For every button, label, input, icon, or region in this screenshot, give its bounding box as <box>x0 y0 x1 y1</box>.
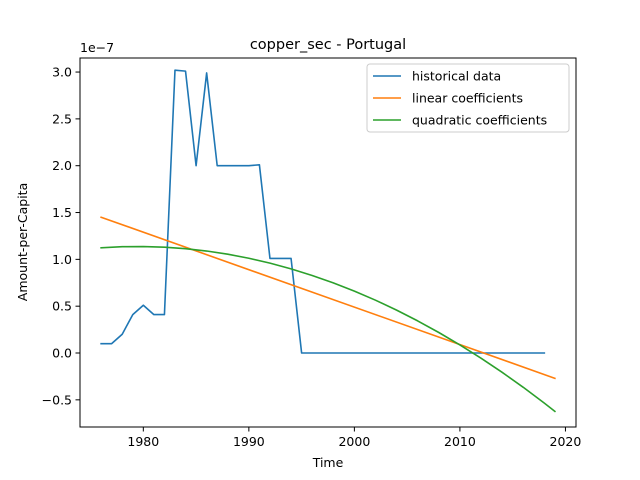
legend: historical data linear coefficients quadra… <box>366 63 570 133</box>
y-tick-label: 1.5 <box>52 205 72 220</box>
plot-area-frame <box>79 57 577 428</box>
y-axis-label: Amount-per-Capita <box>15 183 30 301</box>
y-tick-label: 3.0 <box>52 65 72 80</box>
y-tick-label: 2.5 <box>52 111 72 126</box>
x-axis-label: Time <box>312 455 344 470</box>
x-tick-label: 1990 <box>233 434 265 449</box>
x-tick-label: 2000 <box>338 434 370 449</box>
chart-title: copper_sec - Portugal <box>250 37 406 53</box>
y-scale-label: 1e−7 <box>80 40 114 55</box>
series-line-linear-coefficients <box>100 216 556 380</box>
x-axis-ticks: 1980 1990 2000 2010 2020 <box>127 427 581 449</box>
y-tick-label: 1.0 <box>52 252 72 267</box>
legend-entries: historical data linear coefficients quadra… <box>373 69 547 128</box>
x-tick-label: 2010 <box>444 434 476 449</box>
y-axis-ticks: −0.5 0.0 0.5 1.0 1.5 2.0 2.5 3.0 <box>42 65 80 407</box>
legend-label-quadratic-coefficients: quadratic coefficients <box>412 113 547 128</box>
series-line-quadratic-coefficients <box>100 245 557 413</box>
y-tick-label: 2.0 <box>52 158 72 173</box>
x-tick-label: 2020 <box>550 434 582 449</box>
legend-box <box>366 63 570 133</box>
legend-label-historical-data: historical data <box>412 69 501 84</box>
y-tick-label: 0.5 <box>52 299 72 314</box>
plot-lines <box>100 69 557 413</box>
series-line-historical-data <box>100 69 546 354</box>
legend-label-linear-coefficients: linear coefficients <box>412 91 523 106</box>
x-tick-label: 1980 <box>127 434 159 449</box>
y-tick-label: −0.5 <box>42 392 72 407</box>
y-tick-label: 0.0 <box>52 346 72 361</box>
